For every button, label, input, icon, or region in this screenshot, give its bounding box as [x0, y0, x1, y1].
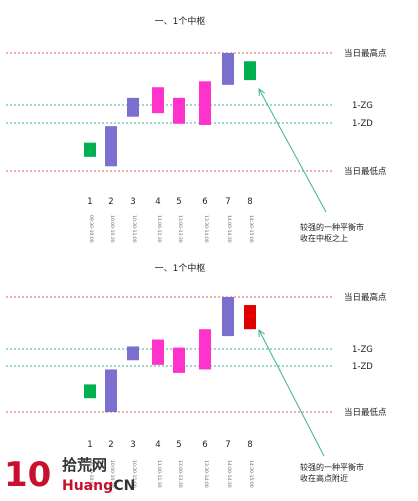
bar-time-label: 14:30-15:00 — [248, 460, 254, 488]
bar-time-label: 13:30-14:00 — [203, 460, 209, 488]
watermark: 10 拾荒网 Huang .CN — [4, 455, 135, 495]
watermark-url-a: Huang — [62, 478, 113, 494]
bar-time-label: 10:00-10:30 — [109, 460, 115, 488]
level-label-zd: 1-ZD — [352, 362, 373, 372]
bar-time-label: 10:30-11:00 — [131, 215, 137, 243]
bar-index-label: 2 — [108, 440, 113, 450]
level-label-zg: 1-ZG — [352, 101, 373, 111]
bar-index-label: 6 — [202, 440, 207, 450]
candle-bar-3 — [127, 97, 139, 117]
bar-time-label: 14:30-15:00 — [248, 215, 254, 243]
candle-bar-6 — [199, 81, 211, 125]
candle-bar-5 — [173, 347, 185, 373]
candle-bar-5 — [173, 97, 185, 124]
bar-index-label: 7 — [225, 197, 230, 207]
watermark-site: 拾荒网 — [62, 456, 107, 474]
bar-time-label: 10:00-10:30 — [109, 215, 115, 243]
level-label-low: 当日最低点 — [344, 166, 387, 177]
candle-bar-4 — [152, 339, 164, 365]
bar-index-label: 5 — [176, 440, 181, 450]
watermark-url-b: .CN — [108, 478, 135, 494]
note-line: 收在高点附近 — [300, 473, 348, 483]
bar-index-label: 3 — [130, 197, 135, 207]
bar-index-label: 3 — [130, 440, 135, 450]
watermark-number: 10 — [4, 455, 51, 495]
candle-bar-3 — [127, 346, 139, 361]
bar-time-label: 14:00-14:30 — [226, 460, 232, 488]
panel-title: 一、1个中枢 — [155, 262, 206, 274]
level-label-high: 当日最高点 — [344, 292, 387, 303]
arrow-head — [258, 87, 265, 97]
bar-time-label: 11:00-11:30 — [156, 215, 162, 243]
pointer-arrow — [258, 329, 325, 457]
bar-index-label: 2 — [108, 197, 113, 207]
bar-index-label: 1 — [87, 440, 92, 450]
candle-bar-4 — [152, 87, 164, 114]
bar-time-label: 13:00-13:30 — [177, 215, 183, 243]
pointer-arrow — [258, 88, 327, 213]
bar-time-label: 09:30-10:00 — [88, 215, 94, 243]
level-label-low: 当日最低点 — [344, 407, 387, 418]
bar-time-label: 13:30-14:00 — [203, 215, 209, 243]
bar-index-label: 5 — [176, 197, 181, 207]
panel-title: 一、1个中枢 — [155, 15, 206, 27]
candle-bar-2 — [105, 126, 117, 167]
bar-time-label: 13:00-13:30 — [177, 460, 183, 488]
level-label-zg: 1-ZG — [352, 345, 373, 355]
bar-index-label: 4 — [155, 440, 160, 450]
note-line: 收在中枢之上 — [300, 233, 348, 243]
candle-bar-8 — [244, 305, 256, 330]
candle-bar-7 — [222, 53, 234, 85]
bar-time-label: 11:00-11:30 — [156, 460, 162, 488]
candle-bar-2 — [105, 369, 117, 412]
note-line: 较强的一种平衡市 — [300, 462, 364, 472]
bar-index-label: 6 — [202, 197, 207, 207]
bar-index-label: 4 — [155, 197, 160, 207]
note-line: 较强的一种平衡市 — [300, 222, 364, 232]
level-label-high: 当日最高点 — [344, 48, 387, 59]
bar-time-label: 14:00-14:30 — [226, 215, 232, 243]
candle-bar-8 — [244, 61, 256, 81]
bar-index-label: 8 — [247, 197, 252, 207]
bar-time-label: 10:30-11:00 — [131, 460, 137, 488]
bar-index-label: 8 — [247, 440, 252, 450]
bar-index-label: 1 — [87, 197, 92, 207]
bar-time-label: 09:30-10:00 — [88, 460, 94, 488]
candle-bar-1 — [84, 384, 96, 399]
candle-bar-1 — [84, 142, 96, 157]
candle-bar-7 — [222, 297, 234, 337]
arrow-head — [258, 328, 265, 338]
candle-bar-6 — [199, 329, 211, 370]
level-label-zd: 1-ZD — [352, 119, 373, 129]
bar-index-label: 7 — [225, 440, 230, 450]
